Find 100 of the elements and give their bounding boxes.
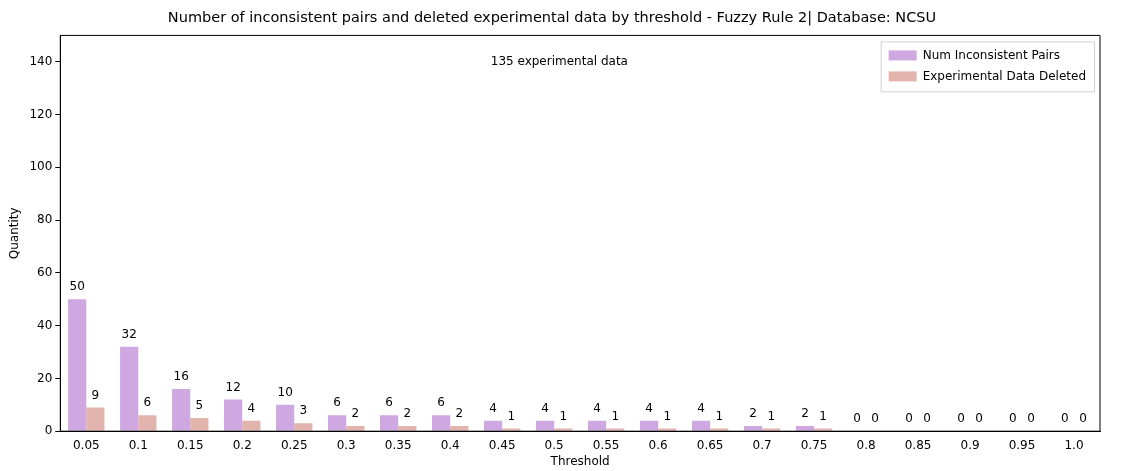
data-label: 1 (819, 408, 827, 423)
data-label: 3 (299, 403, 308, 418)
data-label: 5 (195, 398, 204, 413)
data-label: 0 (905, 411, 913, 426)
data-label: 10 (277, 384, 293, 399)
bar (68, 299, 87, 431)
bar (587, 420, 607, 431)
data-label: 4 (593, 400, 601, 415)
bar (554, 428, 573, 431)
data-label: 2 (455, 406, 464, 421)
x-tick-label: 0.8 (856, 437, 876, 452)
data-label: 0 (1009, 411, 1017, 426)
legend-label: Experimental Data Deleted (922, 68, 1087, 83)
data-label: 2 (403, 406, 412, 421)
data-label: 0 (1027, 411, 1035, 426)
data-label: 0 (923, 411, 931, 426)
data-label: 0 (975, 411, 983, 426)
bar (380, 415, 399, 431)
x-tick-label: 0.35 (384, 437, 412, 452)
data-label: 2 (351, 406, 360, 421)
bar (762, 428, 781, 431)
bar (450, 425, 469, 431)
bar (346, 425, 365, 431)
bar (502, 428, 521, 431)
x-tick-label: 0.1 (128, 437, 148, 452)
bar (328, 415, 347, 431)
data-label: 1 (663, 408, 672, 423)
data-label: 4 (489, 400, 497, 415)
bar (795, 425, 815, 431)
x-tick-label: 0.5 (544, 437, 564, 452)
y-tick-label: 140 (29, 53, 53, 68)
data-label: 32 (121, 326, 137, 341)
data-label: 4 (247, 400, 256, 415)
y-tick-label: 40 (37, 317, 53, 332)
x-tick-label: 0.55 (592, 437, 620, 452)
data-label: 6 (333, 395, 341, 410)
bar (120, 346, 139, 431)
x-tick-label: 1.0 (1064, 437, 1084, 452)
bar (743, 425, 763, 431)
y-tick-label: 60 (37, 265, 53, 280)
bar (814, 428, 833, 431)
bar (639, 420, 659, 431)
data-label: 6 (385, 395, 393, 410)
data-label: 6 (143, 395, 152, 410)
y-tick-label: 20 (37, 370, 53, 385)
data-label: 0 (1061, 411, 1069, 426)
x-tick-label: 0.4 (440, 437, 460, 452)
bar (691, 420, 711, 431)
x-tick-label: 0.3 (336, 437, 356, 452)
data-label: 1 (559, 408, 568, 423)
bar (276, 404, 295, 431)
bar (138, 415, 157, 431)
x-tick-label: 0.25 (280, 437, 308, 452)
data-label: 16 (173, 369, 189, 384)
x-axis-title: Threshold (549, 453, 610, 468)
bar (710, 428, 729, 431)
x-tick-label: 0.9 (960, 437, 980, 452)
data-label: 0 (871, 411, 879, 426)
bar (432, 415, 451, 431)
data-label: 0 (853, 411, 861, 426)
data-label: 2 (749, 406, 757, 421)
x-tick-label: 0.7 (752, 437, 772, 452)
data-label: 1 (611, 408, 620, 423)
y-tick-label: 80 (37, 212, 53, 227)
bar (658, 428, 677, 431)
x-tick-label: 0.45 (488, 437, 516, 452)
x-tick-label: 0.15 (176, 437, 204, 452)
bar (483, 420, 503, 431)
bar (86, 407, 105, 431)
data-label: 4 (541, 400, 549, 415)
bar (606, 428, 625, 431)
legend-label: Num Inconsistent Pairs (922, 47, 1061, 62)
x-tick-label: 0.85 (904, 437, 932, 452)
data-label: 50 (69, 279, 85, 294)
bar (294, 423, 313, 431)
data-label: 1 (507, 408, 516, 423)
x-tick-label: 0.65 (696, 437, 724, 452)
data-label: 1 (715, 408, 724, 423)
bar (190, 418, 209, 431)
data-label: 4 (645, 400, 653, 415)
data-label: 6 (437, 395, 445, 410)
bar (242, 420, 261, 431)
bar (398, 425, 417, 431)
bar (224, 399, 243, 431)
data-label: 0 (1079, 411, 1087, 426)
data-label: 9 (91, 387, 100, 402)
x-tick-label: 0.95 (1008, 437, 1036, 452)
chart-title: Number of inconsistent pairs and deleted experimental data by threshold - Fuzzy Rule 2| Database: NCSU (167, 9, 937, 27)
x-tick-label: 0.6 (648, 437, 668, 452)
data-label: 4 (697, 400, 705, 415)
data-label: 12 (225, 379, 241, 394)
y-axis-title: Quantity (7, 207, 22, 260)
x-tick-label: 0.2 (232, 437, 252, 452)
data-label: 2 (801, 406, 809, 421)
bar (535, 420, 555, 431)
data-label: 0 (957, 411, 965, 426)
x-tick-label: 0.75 (800, 437, 828, 452)
y-tick-label: 0 (44, 423, 53, 438)
x-tick-label: 0.05 (72, 437, 100, 452)
bar (172, 388, 191, 431)
